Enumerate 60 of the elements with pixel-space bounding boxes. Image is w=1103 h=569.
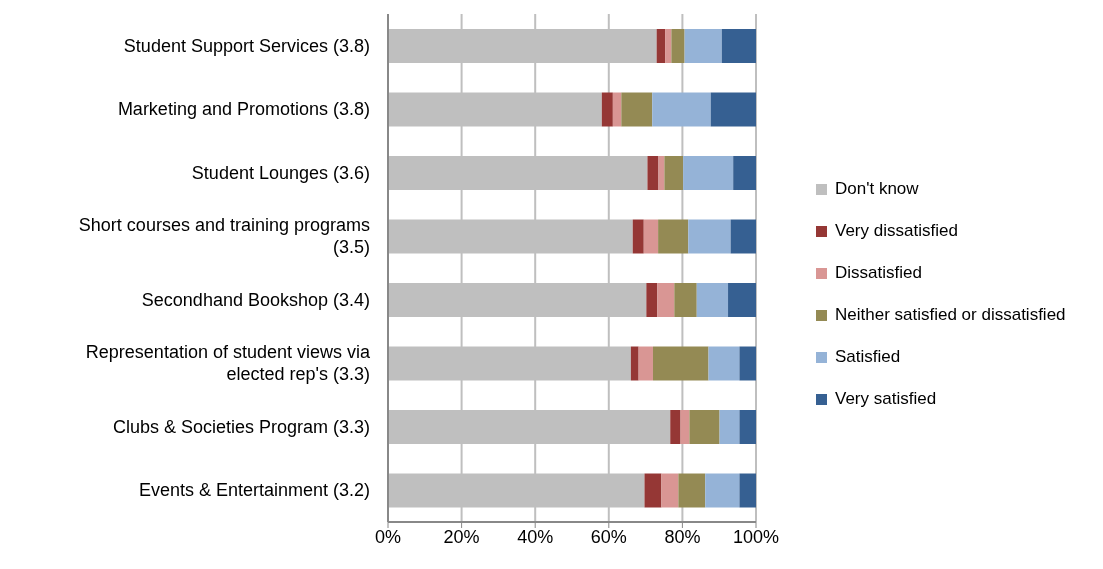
bar bbox=[728, 283, 756, 317]
bar bbox=[612, 92, 622, 127]
bar bbox=[678, 473, 706, 508]
bar bbox=[632, 219, 644, 254]
legend-label: Neither satisfied or dissatisfied bbox=[835, 305, 1066, 325]
x-tick-label: 0% bbox=[374, 526, 402, 547]
bar bbox=[683, 156, 734, 190]
x-tick-label: 100% bbox=[732, 526, 780, 547]
bar bbox=[665, 29, 672, 63]
bar bbox=[739, 346, 756, 381]
x-tick-label: 80% bbox=[664, 526, 701, 547]
legend-label: Don't know bbox=[835, 179, 919, 199]
y-tick-label: Student Support Services (3.8) bbox=[123, 35, 370, 56]
bar bbox=[674, 283, 697, 317]
y-tick-label: Clubs & Societies Program (3.3) bbox=[112, 416, 370, 437]
bar bbox=[643, 219, 659, 254]
y-tick-label: Marketing and Promotions (3.8) bbox=[117, 99, 370, 120]
bar bbox=[601, 92, 613, 127]
x-tick-label: 40% bbox=[517, 526, 554, 547]
bar bbox=[657, 283, 675, 317]
bar bbox=[638, 346, 653, 381]
bar bbox=[739, 473, 756, 508]
bar bbox=[684, 29, 722, 63]
bar bbox=[719, 410, 740, 444]
y-tick-label: Student Lounges (3.6) bbox=[191, 162, 370, 183]
legend-label: Satisfied bbox=[835, 347, 901, 367]
bar bbox=[646, 283, 658, 317]
bar bbox=[644, 473, 662, 508]
bar bbox=[664, 156, 684, 190]
x-tick-label: 60% bbox=[590, 526, 627, 547]
y-tick-label: Short courses and training programs (3.5) bbox=[78, 215, 370, 258]
bar bbox=[652, 92, 711, 127]
y-tick-label: Representation of student views via elected rep's (3.3) bbox=[85, 342, 371, 385]
bar bbox=[705, 473, 740, 508]
bar bbox=[647, 156, 659, 190]
bar bbox=[658, 156, 665, 190]
bar bbox=[688, 219, 731, 254]
bar bbox=[730, 219, 756, 254]
bar bbox=[661, 473, 679, 508]
bar bbox=[733, 156, 756, 190]
x-tick-label: 20% bbox=[443, 526, 480, 547]
bar bbox=[680, 410, 690, 444]
y-tick-label: Secondhand Bookshop (3.4) bbox=[141, 289, 370, 310]
bar bbox=[739, 410, 756, 444]
bar bbox=[621, 92, 653, 127]
y-tick-label: Events & Entertainment (3.2) bbox=[138, 480, 370, 501]
bar bbox=[696, 283, 729, 317]
legend-label: Dissatisfied bbox=[835, 263, 922, 283]
bar bbox=[630, 346, 639, 381]
bar bbox=[721, 29, 756, 63]
legend-label: Very dissatisfied bbox=[835, 221, 958, 241]
bar bbox=[670, 410, 681, 444]
bar bbox=[658, 219, 689, 254]
bar bbox=[671, 29, 685, 63]
legend-label: Very satisfied bbox=[835, 389, 937, 409]
bar bbox=[708, 346, 740, 381]
bar bbox=[656, 29, 666, 63]
bar bbox=[689, 410, 720, 444]
bar bbox=[652, 346, 709, 381]
bar bbox=[710, 92, 756, 127]
